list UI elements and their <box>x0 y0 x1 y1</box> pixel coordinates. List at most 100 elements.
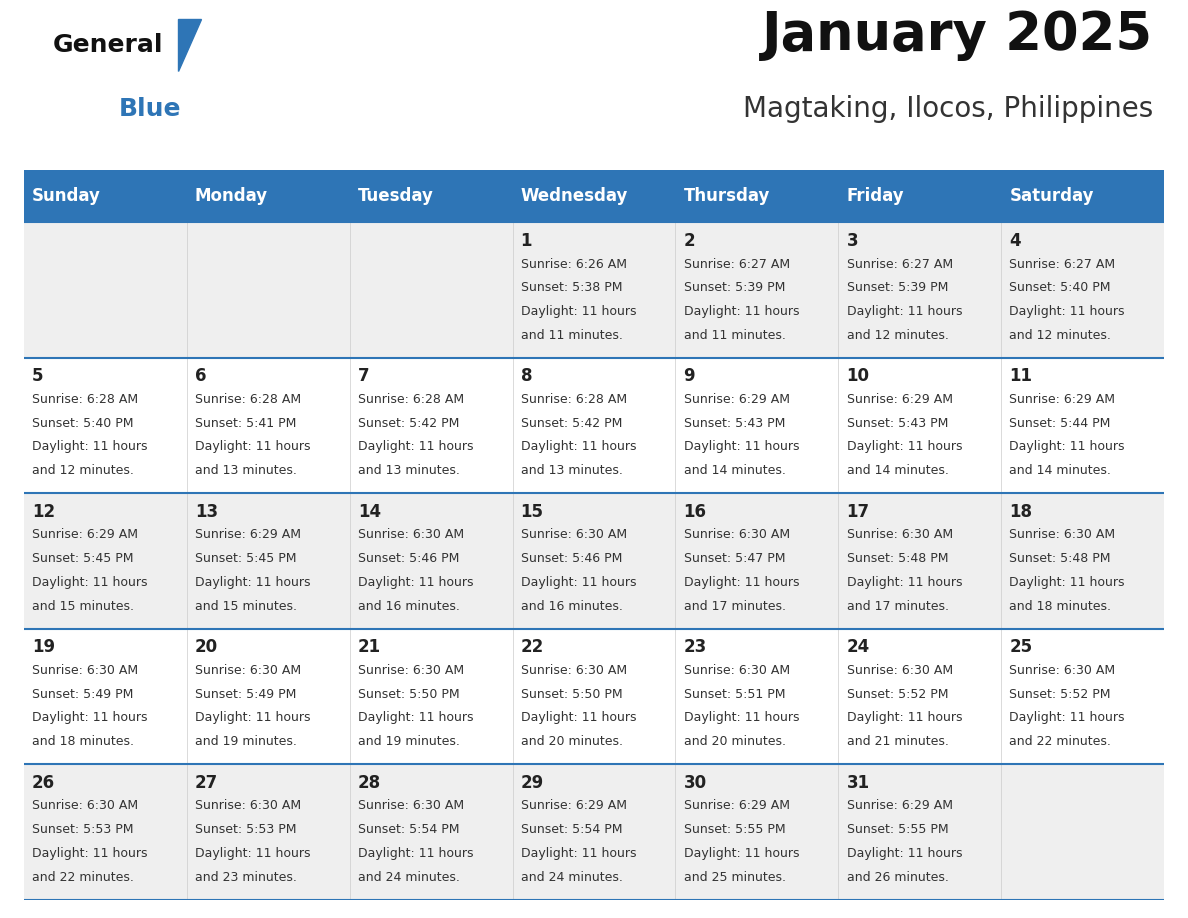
Text: Daylight: 11 hours: Daylight: 11 hours <box>358 846 473 860</box>
Text: 11: 11 <box>1010 367 1032 386</box>
Text: Daylight: 11 hours: Daylight: 11 hours <box>195 576 310 589</box>
Text: Sunset: 5:42 PM: Sunset: 5:42 PM <box>520 417 623 430</box>
Bar <box>839 222 1001 358</box>
Text: 9: 9 <box>683 367 695 386</box>
Text: 28: 28 <box>358 774 381 791</box>
Text: Daylight: 11 hours: Daylight: 11 hours <box>847 441 962 453</box>
Text: Daylight: 11 hours: Daylight: 11 hours <box>195 441 310 453</box>
Text: Sunset: 5:52 PM: Sunset: 5:52 PM <box>847 688 948 700</box>
Text: Sunset: 5:53 PM: Sunset: 5:53 PM <box>195 823 296 836</box>
Bar <box>839 629 1001 764</box>
Text: Sunrise: 6:28 AM: Sunrise: 6:28 AM <box>32 393 138 406</box>
Text: Sunrise: 6:30 AM: Sunrise: 6:30 AM <box>847 529 953 542</box>
Text: 3: 3 <box>847 232 858 250</box>
Text: Tuesday: Tuesday <box>358 187 434 205</box>
Text: Daylight: 11 hours: Daylight: 11 hours <box>520 305 637 318</box>
Text: Sunrise: 6:30 AM: Sunrise: 6:30 AM <box>520 664 627 677</box>
Text: Daylight: 11 hours: Daylight: 11 hours <box>195 846 310 860</box>
Text: and 26 minutes.: and 26 minutes. <box>847 870 948 883</box>
Text: and 11 minutes.: and 11 minutes. <box>683 329 785 341</box>
Text: and 16 minutes.: and 16 minutes. <box>520 599 623 612</box>
Bar <box>512 629 676 764</box>
Text: Sunrise: 6:28 AM: Sunrise: 6:28 AM <box>195 393 301 406</box>
Text: and 24 minutes.: and 24 minutes. <box>520 870 623 883</box>
Text: Daylight: 11 hours: Daylight: 11 hours <box>847 576 962 589</box>
Bar <box>512 764 676 900</box>
Text: Sunrise: 6:29 AM: Sunrise: 6:29 AM <box>195 529 301 542</box>
Text: Daylight: 11 hours: Daylight: 11 hours <box>32 846 147 860</box>
Text: Daylight: 11 hours: Daylight: 11 hours <box>32 441 147 453</box>
Text: Sunset: 5:48 PM: Sunset: 5:48 PM <box>847 553 948 565</box>
Bar <box>1001 170 1164 222</box>
Text: Sunset: 5:50 PM: Sunset: 5:50 PM <box>358 688 460 700</box>
Text: Saturday: Saturday <box>1010 187 1094 205</box>
Bar <box>839 493 1001 629</box>
Text: Wednesday: Wednesday <box>520 187 628 205</box>
Bar <box>676 170 839 222</box>
Text: and 16 minutes.: and 16 minutes. <box>358 599 460 612</box>
Text: and 15 minutes.: and 15 minutes. <box>195 599 297 612</box>
Text: 23: 23 <box>683 638 707 656</box>
Text: 29: 29 <box>520 774 544 791</box>
Bar <box>187 629 349 764</box>
Text: Daylight: 11 hours: Daylight: 11 hours <box>847 305 962 318</box>
Text: 2: 2 <box>683 232 695 250</box>
Bar <box>24 170 187 222</box>
Text: Sunset: 5:49 PM: Sunset: 5:49 PM <box>195 688 296 700</box>
Text: Sunset: 5:43 PM: Sunset: 5:43 PM <box>847 417 948 430</box>
Text: Sunrise: 6:26 AM: Sunrise: 6:26 AM <box>520 258 627 271</box>
Text: Blue: Blue <box>119 97 181 121</box>
Text: Sunrise: 6:28 AM: Sunrise: 6:28 AM <box>358 393 463 406</box>
Text: and 13 minutes.: and 13 minutes. <box>195 465 297 477</box>
Text: and 21 minutes.: and 21 minutes. <box>847 735 948 748</box>
Text: 14: 14 <box>358 503 381 521</box>
Text: Sunset: 5:47 PM: Sunset: 5:47 PM <box>683 553 785 565</box>
Text: 8: 8 <box>520 367 532 386</box>
Bar <box>24 222 187 358</box>
Bar <box>1001 358 1164 493</box>
Text: Daylight: 11 hours: Daylight: 11 hours <box>683 305 800 318</box>
Text: 31: 31 <box>847 774 870 791</box>
Bar <box>1001 222 1164 358</box>
Text: Sunset: 5:45 PM: Sunset: 5:45 PM <box>195 553 296 565</box>
Bar <box>676 629 839 764</box>
Text: Sunset: 5:46 PM: Sunset: 5:46 PM <box>520 553 623 565</box>
Text: Daylight: 11 hours: Daylight: 11 hours <box>847 711 962 724</box>
Text: Daylight: 11 hours: Daylight: 11 hours <box>1010 576 1125 589</box>
Bar <box>512 222 676 358</box>
Bar <box>349 222 512 358</box>
Text: Daylight: 11 hours: Daylight: 11 hours <box>1010 441 1125 453</box>
Text: Sunrise: 6:30 AM: Sunrise: 6:30 AM <box>847 664 953 677</box>
Text: Sunset: 5:51 PM: Sunset: 5:51 PM <box>683 688 785 700</box>
Bar <box>24 764 187 900</box>
Text: 10: 10 <box>847 367 870 386</box>
Bar <box>1001 629 1164 764</box>
Bar <box>349 358 512 493</box>
Text: Sunrise: 6:30 AM: Sunrise: 6:30 AM <box>358 664 463 677</box>
Text: 25: 25 <box>1010 638 1032 656</box>
Text: Sunset: 5:40 PM: Sunset: 5:40 PM <box>1010 281 1111 295</box>
Text: 6: 6 <box>195 367 207 386</box>
Text: Sunset: 5:43 PM: Sunset: 5:43 PM <box>683 417 785 430</box>
Bar <box>187 222 349 358</box>
Text: Daylight: 11 hours: Daylight: 11 hours <box>520 576 637 589</box>
Text: and 13 minutes.: and 13 minutes. <box>358 465 460 477</box>
Text: and 11 minutes.: and 11 minutes. <box>520 329 623 341</box>
Text: 5: 5 <box>32 367 44 386</box>
Text: Sunrise: 6:30 AM: Sunrise: 6:30 AM <box>358 800 463 812</box>
Bar <box>187 170 349 222</box>
Text: 12: 12 <box>32 503 55 521</box>
Text: 13: 13 <box>195 503 217 521</box>
Text: and 23 minutes.: and 23 minutes. <box>195 870 297 883</box>
Text: January 2025: January 2025 <box>762 9 1152 62</box>
Text: 22: 22 <box>520 638 544 656</box>
Text: Daylight: 11 hours: Daylight: 11 hours <box>358 441 473 453</box>
Text: Sunrise: 6:30 AM: Sunrise: 6:30 AM <box>1010 664 1116 677</box>
Text: 4: 4 <box>1010 232 1020 250</box>
Bar <box>24 629 187 764</box>
Text: Daylight: 11 hours: Daylight: 11 hours <box>32 576 147 589</box>
Text: Sunrise: 6:30 AM: Sunrise: 6:30 AM <box>683 529 790 542</box>
Text: Daylight: 11 hours: Daylight: 11 hours <box>520 441 637 453</box>
Text: Sunset: 5:46 PM: Sunset: 5:46 PM <box>358 553 459 565</box>
Text: and 20 minutes.: and 20 minutes. <box>683 735 785 748</box>
